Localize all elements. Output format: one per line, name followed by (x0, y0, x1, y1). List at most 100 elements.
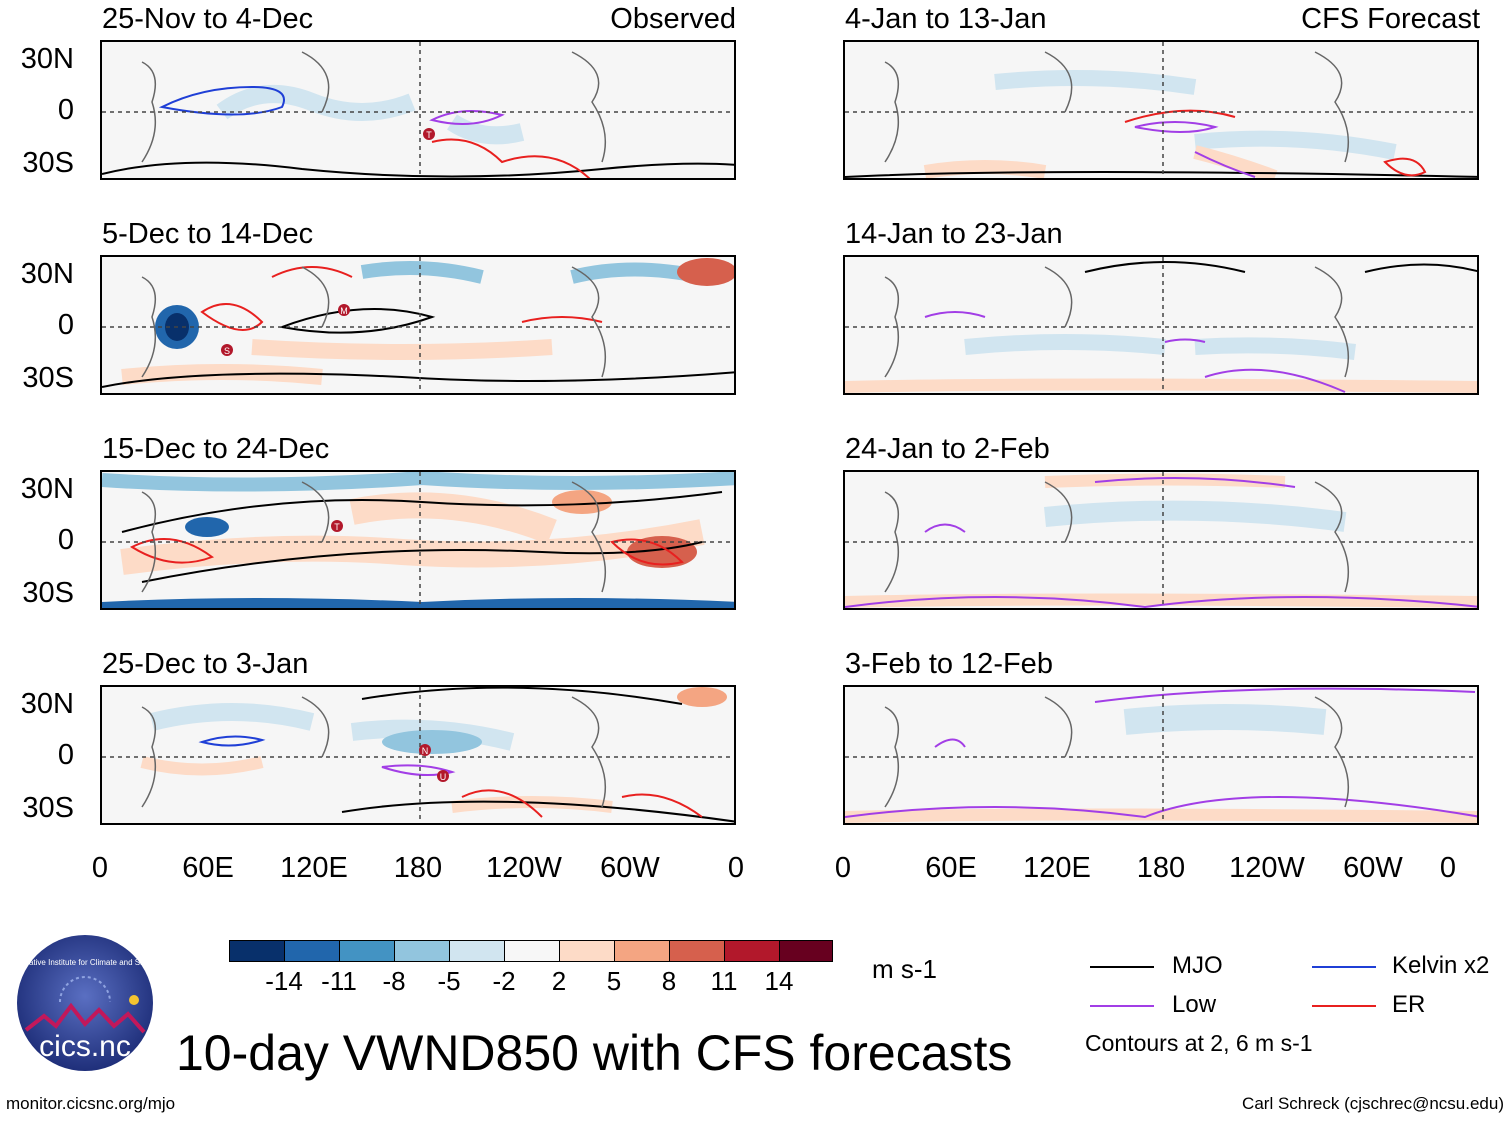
colorbar-swatch (449, 940, 505, 962)
lon-label: 0 (727, 852, 745, 884)
colorbar-label: -2 (492, 966, 516, 996)
storm-marker: N (419, 744, 431, 756)
svg-text:T: T (426, 130, 432, 140)
map-panel: T (100, 40, 736, 180)
storm-marker: T (331, 520, 343, 532)
colorbar-label: -5 (437, 966, 461, 996)
lat-label: 0 (57, 94, 74, 126)
colorbar-label: 2 (551, 966, 567, 996)
lat-label: 30N (20, 473, 74, 505)
svg-text:M: M (340, 306, 348, 316)
panel-title: 3-Feb to 12-Feb (845, 648, 1053, 680)
panel-title: 4-Jan to 13-Jan (845, 3, 1047, 35)
lon-label: 60W (1343, 852, 1403, 884)
lon-label: 120W (486, 852, 562, 884)
footer-url[interactable]: monitor.cicsnc.org/mjo (6, 1094, 176, 1113)
map-panel (843, 470, 1479, 610)
map-svg (845, 42, 1477, 178)
legend-kelvin-label: Kelvin x2 (1392, 952, 1490, 979)
map-panel (843, 685, 1479, 825)
lon-label: 0 (1439, 852, 1457, 884)
map-svg: T (102, 472, 734, 608)
colorbar-label: 11 (710, 966, 738, 996)
lat-label: 0 (57, 524, 74, 556)
colorbar-swatch (724, 940, 780, 962)
svg-text:N: N (422, 746, 429, 756)
lat-label: 30S (22, 792, 74, 824)
lat-label: 30S (22, 147, 74, 179)
colorbar-label: 8 (661, 966, 677, 996)
svg-text:T: T (334, 522, 340, 532)
colorbar-swatch (394, 940, 450, 962)
lon-label: 180 (1136, 852, 1186, 884)
lon-label: 120E (280, 852, 348, 884)
lat-label: 30N (20, 43, 74, 75)
colorbar-label: 14 (764, 966, 794, 996)
colorbar-swatch (669, 940, 725, 962)
lon-label: 180 (393, 852, 443, 884)
legend-mjo-label: MJO (1172, 952, 1223, 979)
map-panel: T (100, 470, 736, 610)
map-svg (845, 687, 1477, 823)
map-svg: M S (102, 257, 734, 393)
lon-label: 120E (1023, 852, 1091, 884)
colorbar-swatch (339, 940, 395, 962)
legend-note: Contours at 2, 6 m s-1 (1085, 1030, 1313, 1056)
panel-title: 5-Dec to 14-Dec (102, 218, 314, 250)
storm-marker: M (338, 304, 350, 316)
colorbar-label: -11 (321, 966, 357, 996)
legend-kelvin-line (1312, 966, 1376, 968)
legend-mjo-line (1090, 966, 1154, 968)
lat-label: 30N (20, 688, 74, 720)
colorbar-label: -14 (265, 966, 303, 996)
colorbar-swatch (779, 940, 833, 962)
lon-label: 0 (91, 852, 109, 884)
svg-text:S: S (224, 346, 230, 356)
panel-title: 24-Jan to 2-Feb (845, 433, 1050, 465)
lon-label: 60W (600, 852, 660, 884)
footer-credit: Carl Schreck (cjschrec@ncsu.edu) (1242, 1094, 1504, 1113)
legend-low-label: Low (1172, 991, 1217, 1018)
lat-label: 30S (22, 577, 74, 609)
panel-title: 14-Jan to 23-Jan (845, 218, 1063, 250)
cics-logo: Cooperative Institute for Climate and Sa… (3, 932, 167, 1074)
map-svg (845, 257, 1477, 393)
storm-marker: S (221, 344, 233, 356)
logo-arc-text: Cooperative Institute for Climate and Sa… (14, 958, 156, 967)
lon-label: 60E (925, 852, 977, 884)
panel-title: 25-Dec to 3-Jan (102, 648, 309, 680)
colorbar-swatch (229, 940, 285, 962)
panel-title: 15-Dec to 24-Dec (102, 433, 330, 465)
map-svg (845, 472, 1477, 608)
colorbar-units: m s-1 (872, 954, 937, 984)
colorbar-swatch (559, 940, 615, 962)
lat-label: 30N (20, 258, 74, 290)
map-panel (843, 40, 1479, 180)
lon-label: 60E (182, 852, 234, 884)
svg-text:U: U (440, 772, 447, 782)
colorbar-label: -8 (382, 966, 406, 996)
legend-er-label: ER (1392, 991, 1426, 1018)
map-panel: N U (100, 685, 736, 825)
map-svg: T (102, 42, 734, 178)
main-title: 10-day VWND850 with CFS forecasts (176, 1025, 1013, 1081)
panel-title: 25-Nov to 4-Dec (102, 3, 314, 35)
lat-label: 0 (57, 309, 74, 341)
logo-text: cics.nc (39, 1030, 131, 1063)
map-panel (843, 255, 1479, 395)
legend-low-line (1090, 1005, 1154, 1007)
colorbar-swatch (504, 940, 560, 962)
map-panel: M S (100, 255, 736, 395)
panel-tag: CFS Forecast (1301, 3, 1480, 35)
storm-marker: T (423, 128, 435, 140)
storm-marker: U (437, 770, 449, 782)
colorbar-swatch (284, 940, 340, 962)
map-svg: N U (102, 687, 734, 823)
colorbar-swatch (614, 940, 670, 962)
lat-label: 30S (22, 362, 74, 394)
colorbar-label: 5 (606, 966, 622, 996)
lon-label: 120W (1229, 852, 1305, 884)
lon-label: 0 (834, 852, 852, 884)
legend-er-line (1312, 1005, 1376, 1007)
panel-tag: Observed (610, 3, 736, 35)
